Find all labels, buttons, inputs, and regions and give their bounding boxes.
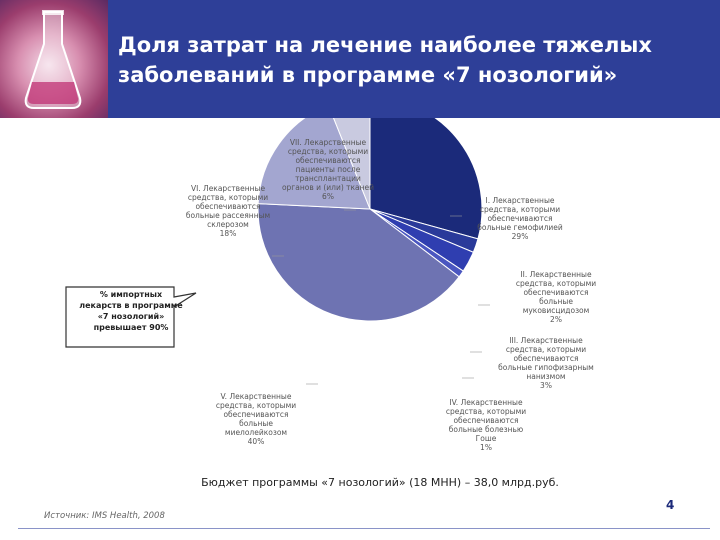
pie-slice-percent: 2% — [550, 315, 562, 324]
pie-slice-percent: 40% — [247, 437, 265, 446]
pie-slice-label-line: обеспечиваются — [513, 354, 579, 363]
pie-slice-label-line: пациенты после — [295, 165, 361, 174]
pie-slice-label-line: органов и (или) тканей — [281, 183, 375, 192]
pie-slice-label: I. Лекарственные средства, которыми обеспе… — [470, 196, 570, 241]
pie-slice-label-line: средства, которыми — [505, 345, 587, 354]
page-title-line-1: Доля затрат на лечение наиболее тяжелых — [118, 33, 652, 57]
pie-slice-label-line: Гоше — [475, 434, 497, 443]
pie-slice-label-line: обеспечиваются — [223, 410, 289, 419]
pie-slice-label: VII. Лекарственные средства, которыми обес… — [278, 138, 378, 201]
callout-line: лекарств в программе — [79, 301, 183, 310]
pie-slice-label-line: муковисцидозом — [522, 306, 590, 315]
pie-slice-label-line: больные гипофизарным — [498, 363, 594, 372]
pie-slice-label: V. Лекарственные средства, которыми обеспе… — [206, 392, 306, 446]
pie-slice-label-line: I. Лекарственные — [485, 196, 555, 205]
pie-slice — [257, 203, 460, 322]
pie-slice-label-line: средства, которыми — [187, 193, 269, 202]
callout-line: «7 нозологий» — [97, 312, 165, 321]
flask-photo — [0, 0, 108, 118]
pie-slice-percent: 6% — [322, 192, 334, 201]
pie-slice-label-line: средства, которыми — [445, 407, 527, 416]
flask-icon — [24, 10, 82, 109]
pie-slice-label-line: миелолейкозом — [224, 428, 288, 437]
pie-slice-percent: 29% — [511, 232, 529, 241]
pie-slice-label-line: больные рассеянным — [185, 211, 271, 220]
pie-slice-label-line: IV. Лекарственные — [449, 398, 523, 407]
callout-text: % импортных лекарств в программе «7 нозо… — [66, 289, 196, 333]
pie-slice-label-line: III. Лекарственные — [509, 336, 583, 345]
page-number: 4 — [666, 498, 675, 512]
pie-slice-label-line: обеспечиваются — [487, 214, 553, 223]
pie-slice-label-line: средства, которыми — [479, 205, 561, 214]
pie-slice-label-line: обеспечиваются — [523, 288, 589, 297]
source-text: Источник: IMS Health, 2008 — [44, 511, 165, 521]
pie-slice — [369, 118, 483, 240]
pie-slice — [333, 118, 371, 210]
pie-slice-percent: 18% — [219, 229, 237, 238]
pie-chart — [257, 118, 490, 385]
budget-text: Бюджет программы «7 нозологий» (18 МНН) … — [201, 476, 559, 489]
pie-slice-label-line: VI. Лекарственные — [190, 184, 266, 193]
pie-slice-label-line: больные болезнью — [448, 425, 524, 434]
pie-slice-label: VI. Лекарственные средства, которыми обесп… — [178, 184, 278, 238]
callout-line: % импортных — [99, 290, 163, 299]
pie-slice — [257, 118, 371, 210]
pie-slice-label-line: обеспечиваются — [295, 156, 361, 165]
footer-divider — [18, 528, 710, 529]
pie-slice-label-line: средства, которыми — [287, 147, 369, 156]
pie-slice-label-line: обеспечиваются — [195, 202, 261, 211]
pie-slice-label-line: больные — [539, 297, 573, 306]
pie-slice-label-line: средства, которыми — [515, 279, 597, 288]
speech-callout — [65, 286, 197, 348]
page-title-line-2: заболеваний в программе «7 нозологий» — [118, 63, 618, 87]
pie-slice-label-line: трансплантации — [295, 174, 361, 183]
header-banner — [0, 0, 720, 118]
pie-slice-label: III. Лекарственные средства, которыми обес… — [496, 336, 596, 390]
pie-slice-label-line: больные — [239, 419, 273, 428]
pie-slice-label: II. Лекарственные средства, которыми обесп… — [506, 270, 606, 324]
pie-slice-label-line: II. Лекарственные — [520, 270, 592, 279]
callout-line: превышает 90% — [93, 323, 169, 332]
pie-slice-label-line: обеспечиваются — [453, 416, 519, 425]
pie-slice-label-line: нанизмом — [526, 372, 566, 381]
pie-slice-percent: 1% — [480, 443, 492, 452]
pie-slice-label-line: средства, которыми — [215, 401, 297, 410]
pie-slice-label-line: склерозом — [207, 220, 249, 229]
page-title: Доля затрат на лечение наиболее тяжелых … — [118, 30, 708, 90]
pie-slice-label-line: V. Лекарственные — [220, 392, 292, 401]
pie-slice-label: IV. Лекарственные средства, которыми обесп… — [436, 398, 536, 452]
pie-slice-label-line: больные гемофилией — [477, 223, 563, 232]
pie-slice-percent: 3% — [540, 381, 552, 390]
pie-slice-label-line: VII. Лекарственные — [289, 138, 367, 147]
